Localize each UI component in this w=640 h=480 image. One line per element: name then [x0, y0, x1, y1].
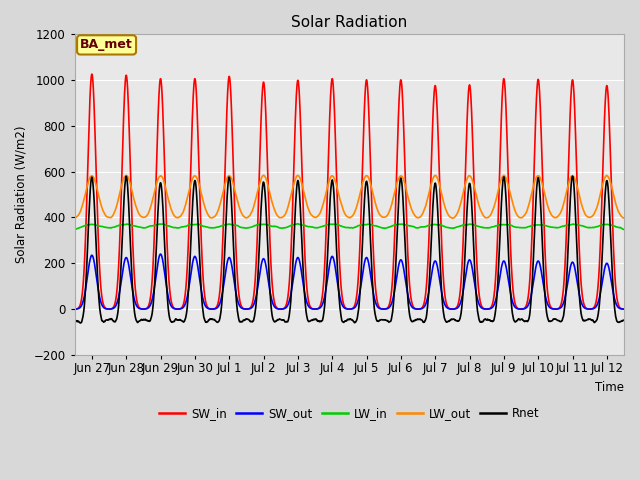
- SW_in: [88, 71, 96, 77]
- LW_out: [449, 216, 456, 221]
- Rnet: [515, 316, 523, 322]
- Line: Rnet: Rnet: [75, 176, 624, 323]
- LW_in: [294, 221, 301, 227]
- Title: Solar Radiation: Solar Radiation: [291, 15, 408, 30]
- LW_out: [620, 216, 628, 221]
- LW_out: [612, 204, 620, 209]
- LW_in: [383, 225, 390, 231]
- LW_out: [546, 210, 554, 216]
- LW_in: [546, 224, 554, 230]
- LW_in: [612, 224, 620, 230]
- SW_out: [612, 301, 620, 307]
- LW_out: [260, 172, 268, 178]
- SW_in: [126, 146, 134, 152]
- Line: LW_out: LW_out: [75, 175, 624, 218]
- SW_out: [125, 267, 133, 273]
- Rnet: [76, 320, 84, 326]
- Rnet: [71, 318, 79, 324]
- SW_out: [157, 251, 164, 257]
- Y-axis label: Solar Radiation (W/m2): Solar Radiation (W/m2): [15, 126, 28, 263]
- SW_in: [546, 302, 554, 308]
- SW_out: [383, 306, 390, 312]
- LW_in: [620, 227, 628, 232]
- Rnet: [612, 317, 620, 323]
- Rnet: [126, 227, 134, 232]
- SW_out: [546, 305, 554, 311]
- SW_in: [383, 306, 390, 312]
- LW_in: [71, 227, 79, 232]
- Rnet: [569, 173, 577, 179]
- LW_out: [125, 179, 133, 184]
- LW_out: [244, 214, 252, 220]
- SW_in: [515, 306, 523, 312]
- LW_out: [383, 214, 390, 219]
- SW_out: [244, 306, 252, 312]
- Rnet: [546, 318, 554, 324]
- Rnet: [244, 317, 252, 323]
- SW_in: [244, 306, 252, 312]
- Line: LW_in: LW_in: [75, 224, 624, 229]
- LW_in: [125, 222, 133, 228]
- Rnet: [383, 318, 390, 324]
- SW_in: [612, 291, 620, 297]
- Line: SW_in: SW_in: [75, 74, 624, 309]
- SW_out: [71, 306, 79, 312]
- LW_in: [244, 225, 252, 230]
- SW_in: [620, 306, 628, 312]
- Text: BA_met: BA_met: [80, 38, 133, 51]
- Line: SW_out: SW_out: [75, 254, 624, 309]
- LW_out: [515, 215, 523, 220]
- LW_out: [71, 215, 79, 221]
- Rnet: [620, 317, 628, 323]
- X-axis label: Time: Time: [595, 381, 624, 394]
- SW_in: [71, 306, 79, 312]
- SW_out: [515, 306, 523, 312]
- LW_in: [515, 225, 523, 230]
- Legend: SW_in, SW_out, LW_in, LW_out, Rnet: SW_in, SW_out, LW_in, LW_out, Rnet: [154, 403, 545, 425]
- SW_out: [620, 306, 628, 312]
